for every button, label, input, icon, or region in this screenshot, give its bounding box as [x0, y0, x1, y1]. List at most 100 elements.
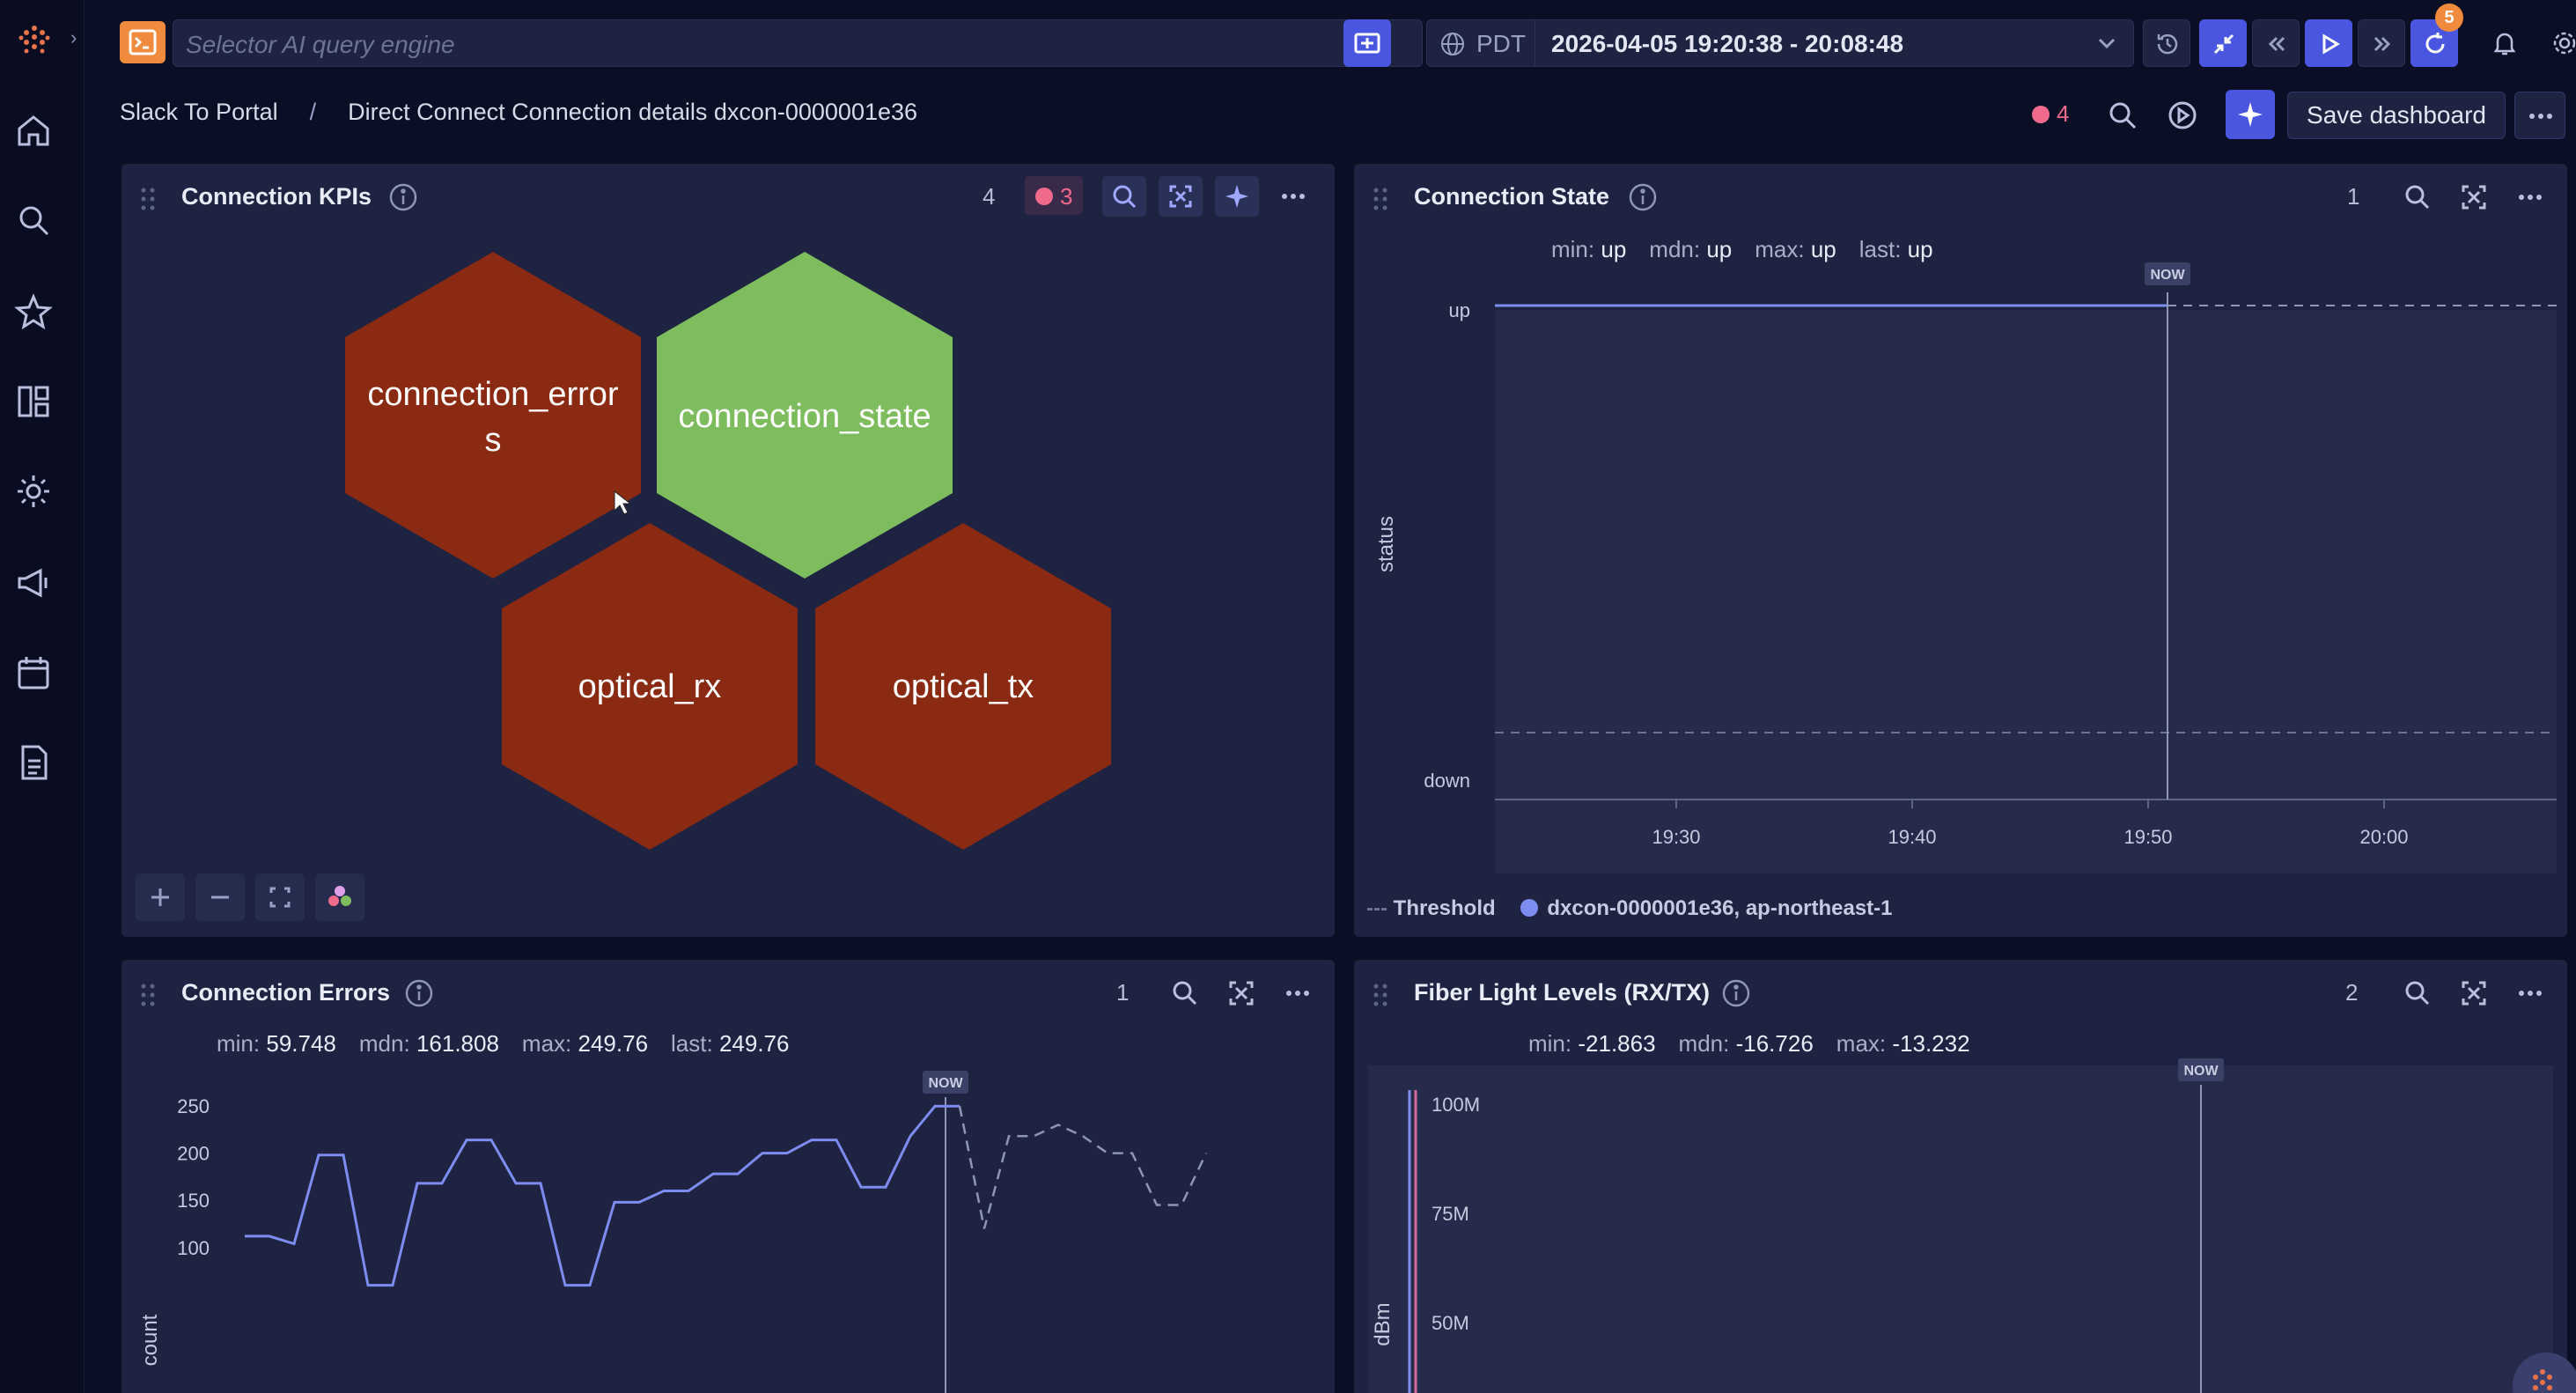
y-tick-label: 100M [1432, 1094, 1480, 1116]
now-label: NOW [928, 1076, 963, 1091]
settings-gear-icon[interactable] [2541, 19, 2576, 67]
y-tick-label: 50M [1432, 1312, 1469, 1334]
panel-expand-icon[interactable] [2456, 180, 2491, 215]
series-line-solid[interactable] [245, 1104, 960, 1287]
assistant-launcher-icon[interactable] [2507, 1347, 2576, 1393]
hex-optical-tx[interactable] [815, 523, 1111, 850]
panel-expand-button[interactable] [1159, 176, 1203, 217]
query-submit-button[interactable] [1343, 19, 1391, 67]
hex-connection-state[interactable] [657, 252, 953, 579]
color-legend-button[interactable] [315, 873, 364, 921]
plus-icon [151, 888, 169, 906]
integrations-gear-icon[interactable] [12, 470, 55, 512]
hex-label: connection_error [367, 376, 619, 413]
stat-median: up [1706, 236, 1733, 262]
time-range-picker[interactable]: 2026-04-05 19:20:38 - 20:08:48 [1535, 19, 2134, 67]
panel-search-icon[interactable] [2400, 976, 2435, 1011]
y-axis-title: count [138, 1314, 162, 1366]
dashboards-icon[interactable] [12, 380, 55, 423]
drag-handle-icon[interactable] [139, 187, 157, 211]
fit-view-button[interactable] [255, 873, 305, 921]
reports-document-icon[interactable] [12, 741, 55, 784]
y-tick-label: 100 [177, 1237, 210, 1259]
y-tick-label: up [1449, 299, 1470, 321]
timezone-selector[interactable]: PDT [1426, 19, 1535, 67]
panel-expand-icon[interactable] [2456, 976, 2491, 1011]
query-engine-terminal-icon[interactable] [120, 21, 166, 63]
collapse-time-button[interactable] [2199, 19, 2247, 67]
ai-sparkle-button[interactable] [2226, 90, 2275, 139]
info-icon[interactable] [1627, 181, 1659, 213]
panel-menu-button[interactable] [1271, 176, 1315, 217]
plot-area[interactable] [1368, 1065, 2553, 1393]
play-button[interactable] [2305, 19, 2352, 67]
now-label: NOW [2183, 1064, 2219, 1079]
breadcrumb-root-link[interactable]: Slack To Portal [120, 99, 278, 125]
notifications-bell-icon[interactable] [2481, 19, 2528, 67]
ellipsis-icon [1282, 194, 1305, 199]
y-tick-label: 75M [1432, 1203, 1469, 1225]
legend-threshold-label[interactable]: Threshold [1393, 896, 1496, 920]
connection-errors-panel: Connection Errors 1 min: 59.748 mdn: 161.… [121, 960, 1335, 1393]
hex-connection-errors[interactable] [345, 252, 641, 579]
breadcrumb-separator: / [309, 99, 317, 125]
search-icon[interactable] [12, 199, 55, 241]
app-logo-icon[interactable] [16, 21, 53, 58]
panel-search-button[interactable] [1102, 176, 1146, 217]
play-circle-icon[interactable] [2162, 95, 2203, 136]
zoom-in-button[interactable] [136, 873, 185, 921]
header-alert-count-value: 4 [2057, 100, 2070, 127]
plot-area[interactable] [1495, 310, 2557, 873]
stat-label: min: [1551, 236, 1595, 262]
series-stats: min: up mdn: up max: up last: up [1551, 236, 1956, 263]
stat-max: -13.232 [1892, 1030, 1970, 1057]
header-alert-count[interactable]: 4 [2032, 100, 2069, 128]
query-input[interactable]: Selector AI query engine [173, 19, 1423, 67]
announcements-megaphone-icon[interactable] [12, 562, 55, 604]
panel-menu-icon[interactable] [2513, 180, 2548, 215]
stat-label: last: [1858, 236, 1902, 262]
panel-search-icon[interactable] [1167, 976, 1203, 1011]
panel-menu-icon[interactable] [1280, 976, 1315, 1011]
save-dashboard-button[interactable]: Save dashboard [2287, 92, 2506, 139]
hex-label: s [485, 422, 502, 459]
panel-ai-button[interactable] [1215, 176, 1259, 217]
dashboard-search-icon[interactable] [2102, 95, 2143, 136]
zoom-out-button[interactable] [195, 873, 245, 921]
stat-label: max: [1755, 236, 1805, 262]
drag-handle-icon[interactable] [1372, 983, 1389, 1007]
step-back-button[interactable] [2252, 19, 2300, 67]
panel-alert-badge[interactable]: 3 [1025, 176, 1083, 215]
stat-label: min: [217, 1030, 261, 1057]
step-forward-button[interactable] [2358, 19, 2405, 67]
panel-menu-icon[interactable] [2513, 976, 2548, 1011]
info-icon[interactable] [1720, 977, 1752, 1009]
more-options-button[interactable] [2514, 92, 2565, 139]
expand-nav-chevron-icon[interactable]: › [70, 26, 77, 48]
info-icon[interactable] [387, 181, 419, 213]
hex-optical-rx[interactable] [502, 523, 798, 850]
sparkle-icon [1225, 185, 1248, 208]
sparkle-icon [2238, 102, 2263, 127]
drag-handle-icon[interactable] [1372, 187, 1389, 211]
y-tick-label: 250 [177, 1095, 210, 1117]
page-title: Direct Connect Connection details dxcon-… [348, 99, 918, 125]
home-icon[interactable] [12, 109, 55, 151]
panel-expand-icon[interactable] [1224, 976, 1259, 1011]
side-navigation: › [0, 0, 85, 1393]
panel-search-icon[interactable] [2400, 180, 2435, 215]
history-button[interactable] [2143, 19, 2190, 67]
info-icon[interactable] [403, 977, 435, 1009]
panel-item-count: 4 [983, 183, 996, 210]
stat-min: up [1601, 236, 1627, 262]
legend-series-label[interactable]: dxcon-0000001e36, ap-northeast-1 [1547, 896, 1893, 920]
drag-handle-icon[interactable] [139, 983, 157, 1007]
calendar-icon[interactable] [12, 652, 55, 694]
top-bar: Selector AI query engine PDT 2026-04-05 … [85, 0, 2576, 85]
series-line-projected [958, 1106, 1208, 1229]
favorites-star-icon[interactable] [12, 291, 55, 333]
notification-count-badge: 5 [2435, 4, 2463, 32]
x-tick-label: 19:40 [1888, 826, 1936, 848]
panel-item-count: 2 [2345, 979, 2359, 1006]
stat-label: max: [521, 1030, 572, 1057]
